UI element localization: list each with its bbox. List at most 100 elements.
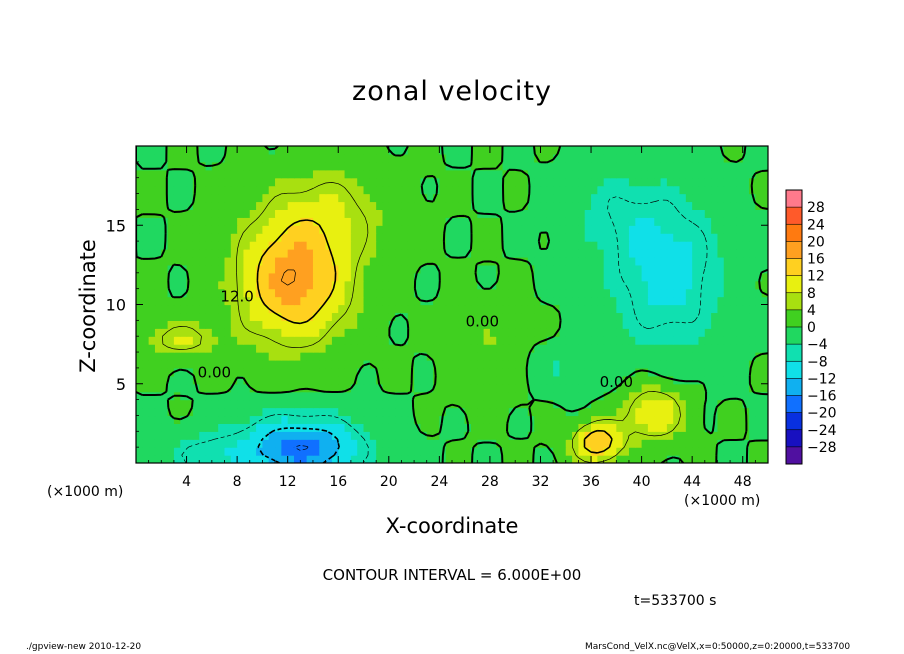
field-cell (243, 312, 251, 321)
field-cell (256, 359, 263, 369)
field-cell (243, 359, 251, 369)
field-cell (275, 304, 282, 314)
field-cell (464, 256, 472, 266)
field-cell (704, 201, 712, 210)
field-cell (338, 233, 346, 242)
field-cell (350, 161, 358, 171)
field-cell (692, 193, 700, 203)
field-cell (635, 280, 643, 290)
field-cell (325, 375, 333, 385)
field-cell (483, 431, 491, 440)
field-cell (704, 352, 712, 361)
field-cell (268, 383, 276, 393)
field-cell (578, 161, 586, 171)
field-cell (660, 217, 668, 226)
field-cell (616, 256, 624, 266)
field-cell (572, 455, 579, 463)
field-cell (584, 256, 592, 266)
field-cell (407, 146, 415, 155)
field-cell (761, 328, 768, 337)
field-cell (654, 407, 662, 417)
field-cell (704, 312, 712, 321)
field-cell (761, 146, 768, 155)
field-cell (730, 209, 737, 218)
field-cell (167, 177, 175, 187)
field-cell (192, 328, 200, 337)
field-cell (186, 264, 194, 274)
field-cell (527, 431, 535, 440)
field-cell (186, 169, 194, 179)
colorbar-swatch (786, 429, 802, 448)
field-cell (306, 153, 314, 163)
field-cell (704, 328, 712, 337)
field-cell (161, 399, 169, 409)
field-cell (180, 312, 188, 321)
field-cell (704, 344, 712, 353)
field-cell (685, 256, 693, 266)
field-cell (445, 328, 453, 337)
field-cell (578, 336, 586, 345)
field-cell (692, 383, 700, 393)
field-cell (641, 185, 649, 195)
field-cell (142, 344, 150, 353)
field-cell (199, 312, 207, 321)
field-cell (294, 146, 301, 155)
field-cell (388, 367, 396, 377)
field-cell (319, 344, 327, 353)
field-cell (205, 153, 213, 163)
field-cell (584, 344, 592, 353)
field-cell (420, 455, 428, 463)
field-cell (641, 455, 649, 463)
field-cell (673, 280, 681, 290)
field-cell (287, 280, 295, 290)
field-cell (388, 280, 396, 290)
field-cell (395, 455, 403, 463)
field-cell (230, 217, 238, 226)
field-cell (711, 193, 719, 203)
field-cell (256, 225, 263, 234)
field-cell (660, 241, 668, 250)
field-cell (407, 272, 415, 282)
field-cell (136, 201, 143, 210)
field-cell (534, 296, 542, 306)
field-cell (508, 256, 516, 266)
field-cell (565, 169, 573, 179)
field-cell (237, 375, 245, 385)
field-cell (483, 217, 491, 226)
field-cell (578, 193, 586, 203)
field-cell (243, 447, 251, 456)
field-cell (268, 272, 276, 282)
field-cell (527, 447, 535, 456)
field-cell (173, 375, 181, 385)
field-cell (470, 304, 478, 314)
field-cell (173, 407, 181, 417)
field-cell (534, 304, 542, 314)
field-cell (237, 153, 245, 163)
field-cell (527, 280, 535, 290)
field-cell (610, 264, 617, 274)
field-cell (376, 193, 384, 203)
field-cell (515, 280, 523, 290)
field-cell (395, 304, 403, 314)
field-cell (167, 146, 175, 155)
field-cell (414, 312, 421, 321)
field-cell (136, 367, 143, 377)
field-cell (237, 320, 245, 329)
field-cell (660, 455, 668, 463)
field-cell (711, 383, 719, 393)
field-cell (186, 161, 194, 171)
field-cell (230, 161, 238, 171)
field-cell (294, 185, 301, 195)
field-cell (243, 296, 251, 306)
field-cell (218, 312, 226, 321)
field-cell (388, 383, 396, 393)
field-cell (730, 367, 737, 377)
field-cell (458, 328, 466, 337)
field-cell (515, 241, 523, 250)
field-cell (698, 391, 706, 401)
field-cell (192, 304, 200, 314)
field-cell (319, 272, 327, 282)
field-cell (287, 352, 295, 361)
field-cell (173, 439, 181, 448)
field-cell (161, 209, 169, 218)
